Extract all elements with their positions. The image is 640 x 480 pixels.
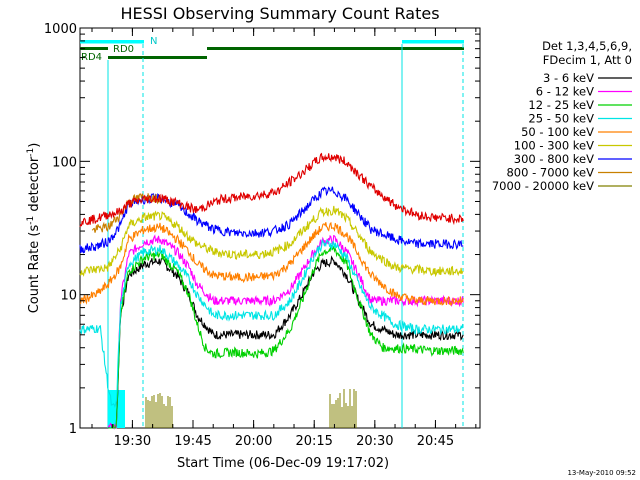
- series-line-1: [107, 234, 464, 430]
- y-tick-label: 1000: [44, 22, 77, 37]
- x-axis: 19:30 19:45 20:00 20:15 20:30 20:45: [91, 28, 477, 449]
- legend-label: 7000 - 20000 keV: [492, 179, 594, 193]
- series-line-4: [79, 221, 464, 307]
- y-label-sup: -1: [26, 216, 36, 225]
- legend-label: 25 - 50 keV: [528, 112, 594, 126]
- x-tick-label: 19:30: [114, 434, 151, 449]
- legend-title-1: Det 1,3,4,5,6,9,: [542, 39, 632, 53]
- x-tick-label: 19:45: [174, 434, 211, 449]
- series-line-5: [79, 205, 464, 278]
- series-line-3: [79, 238, 464, 408]
- y-label-part: Count Rate (s: [27, 225, 42, 314]
- night-flag-bar-2: [402, 40, 464, 44]
- series-line-6: [79, 186, 464, 254]
- plot-frame: [79, 27, 481, 429]
- legend: Det 1,3,4,5,6,9, FDecim 1, Att 0 3 - 6 k…: [492, 39, 632, 193]
- legend-label: 6 - 12 keV: [536, 85, 594, 99]
- chart-title: HESSI Observing Summary Count Rates: [120, 4, 439, 23]
- legend-title-2: FDecim 1, Att 0: [543, 53, 632, 67]
- night-flag-label: N: [150, 36, 157, 47]
- timestamp: 13-May-2010 09:52: [567, 469, 636, 477]
- rd0-label: RD0: [113, 44, 134, 55]
- y-tick-label: 1: [69, 422, 77, 437]
- y-label-part: ): [27, 143, 42, 148]
- x-tick-label: 20:00: [235, 434, 272, 449]
- series-line-9: [79, 152, 464, 227]
- y-tick-label: 100: [52, 155, 77, 170]
- rd0-flag-bar: [80, 47, 108, 50]
- series-line-0: [107, 255, 464, 429]
- time-markers: [107, 44, 464, 428]
- x-tick-label: 20:30: [356, 434, 393, 449]
- rd4-flag-bar: [108, 56, 207, 59]
- high-energy-spikes: [145, 389, 357, 428]
- x-tick-label: 20:15: [295, 434, 332, 449]
- legend-label: 50 - 100 keV: [521, 125, 594, 139]
- legend-label: 800 - 7000 keV: [506, 166, 594, 180]
- y-label-part: detector: [27, 156, 42, 216]
- legend-label: 3 - 6 keV: [543, 71, 594, 85]
- y-label-sup: -1: [26, 148, 36, 157]
- rd0-flag-bar-2: [207, 47, 464, 50]
- x-tick-label: 20:45: [417, 434, 454, 449]
- legend-label: 100 - 300 keV: [514, 139, 594, 153]
- legend-label: 300 - 800 keV: [514, 152, 594, 166]
- series-line-2: [108, 244, 464, 429]
- y-tick-label: 10: [60, 289, 77, 304]
- y-axis: 1 10 100 1000: [44, 22, 480, 437]
- plot-border: [79, 27, 481, 429]
- series-lines: [79, 152, 464, 430]
- night-flag-bar-1: [80, 40, 144, 44]
- rd4-label: RD4: [81, 52, 102, 63]
- y-axis-label: Count Rate (s-1 detector-1): [26, 143, 42, 314]
- legend-label: 12 - 25 keV: [528, 98, 594, 112]
- x-axis-label: Start Time (06-Dec-09 19:17:02): [177, 456, 389, 471]
- observing-flags: N RD0 RD4: [80, 36, 464, 63]
